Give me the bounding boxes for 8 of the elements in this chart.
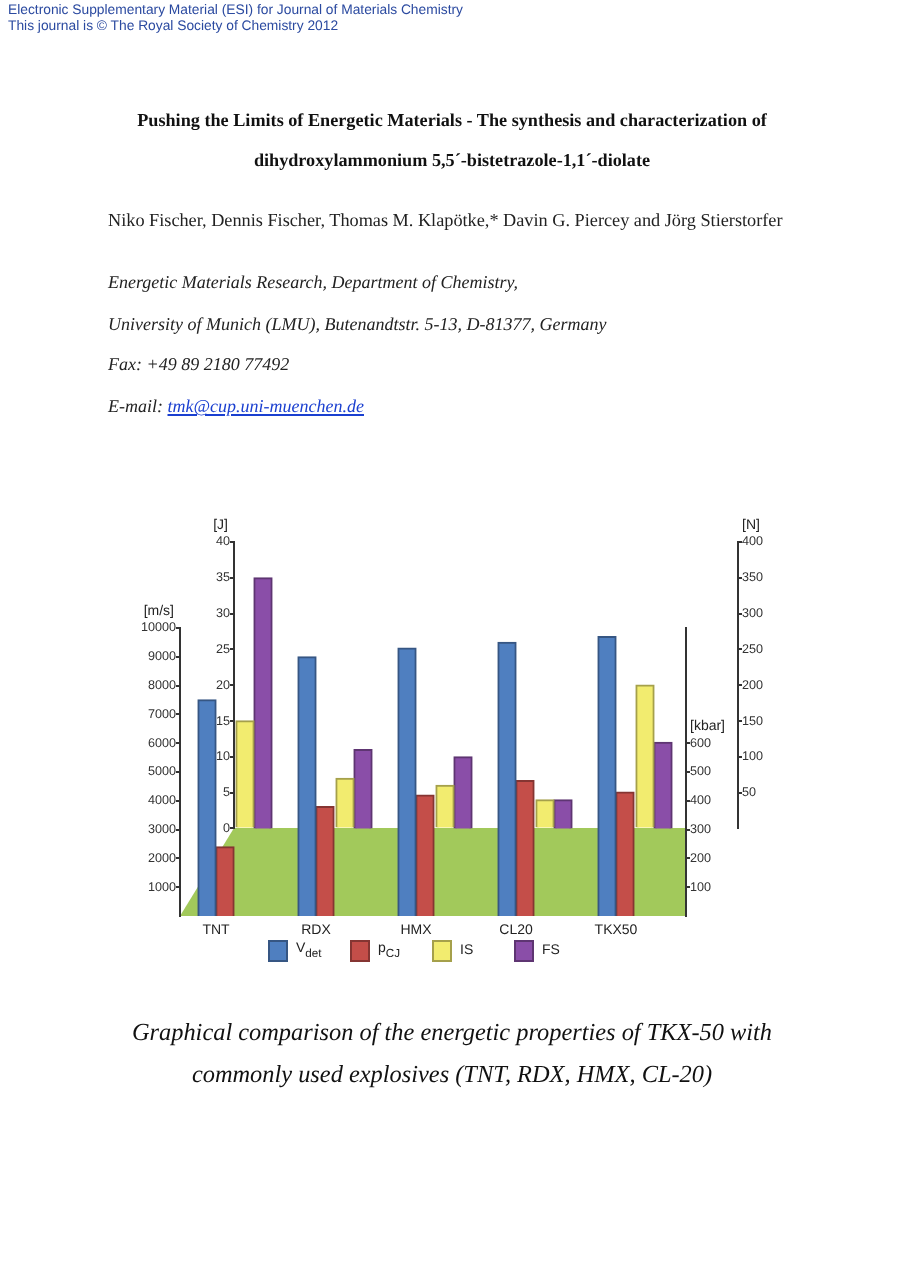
text: E-mail:	[108, 396, 163, 417]
text: University of Munich (LMU), Butenandtstr. 5-13, D-81377, Germany	[108, 311, 607, 338]
chart-title: Pushing the Limits of Energetic Materials - The synthesis and characterization of dihydroxylammonium 5,5´-bistetrazole-1,1´-diolate	[135, 108, 769, 174]
text: tmk@cup.uni-muenchen.de	[167, 396, 364, 417]
text: Energetic Materials Research, Department of Chemistry,	[108, 270, 521, 296]
text: Niko Fischer, Dennis Fischer, Thomas M. Klapötke,* Davin G. Piercey and Jörg Stierstorfer	[108, 208, 783, 234]
text: Graphical comparison of the energetic properties of TKX-50 with commonly used explosives (TNT, RDX, HMX, CL-20)	[129, 1016, 774, 1092]
text: Fax: +49 89 2180 77492	[108, 352, 292, 379]
